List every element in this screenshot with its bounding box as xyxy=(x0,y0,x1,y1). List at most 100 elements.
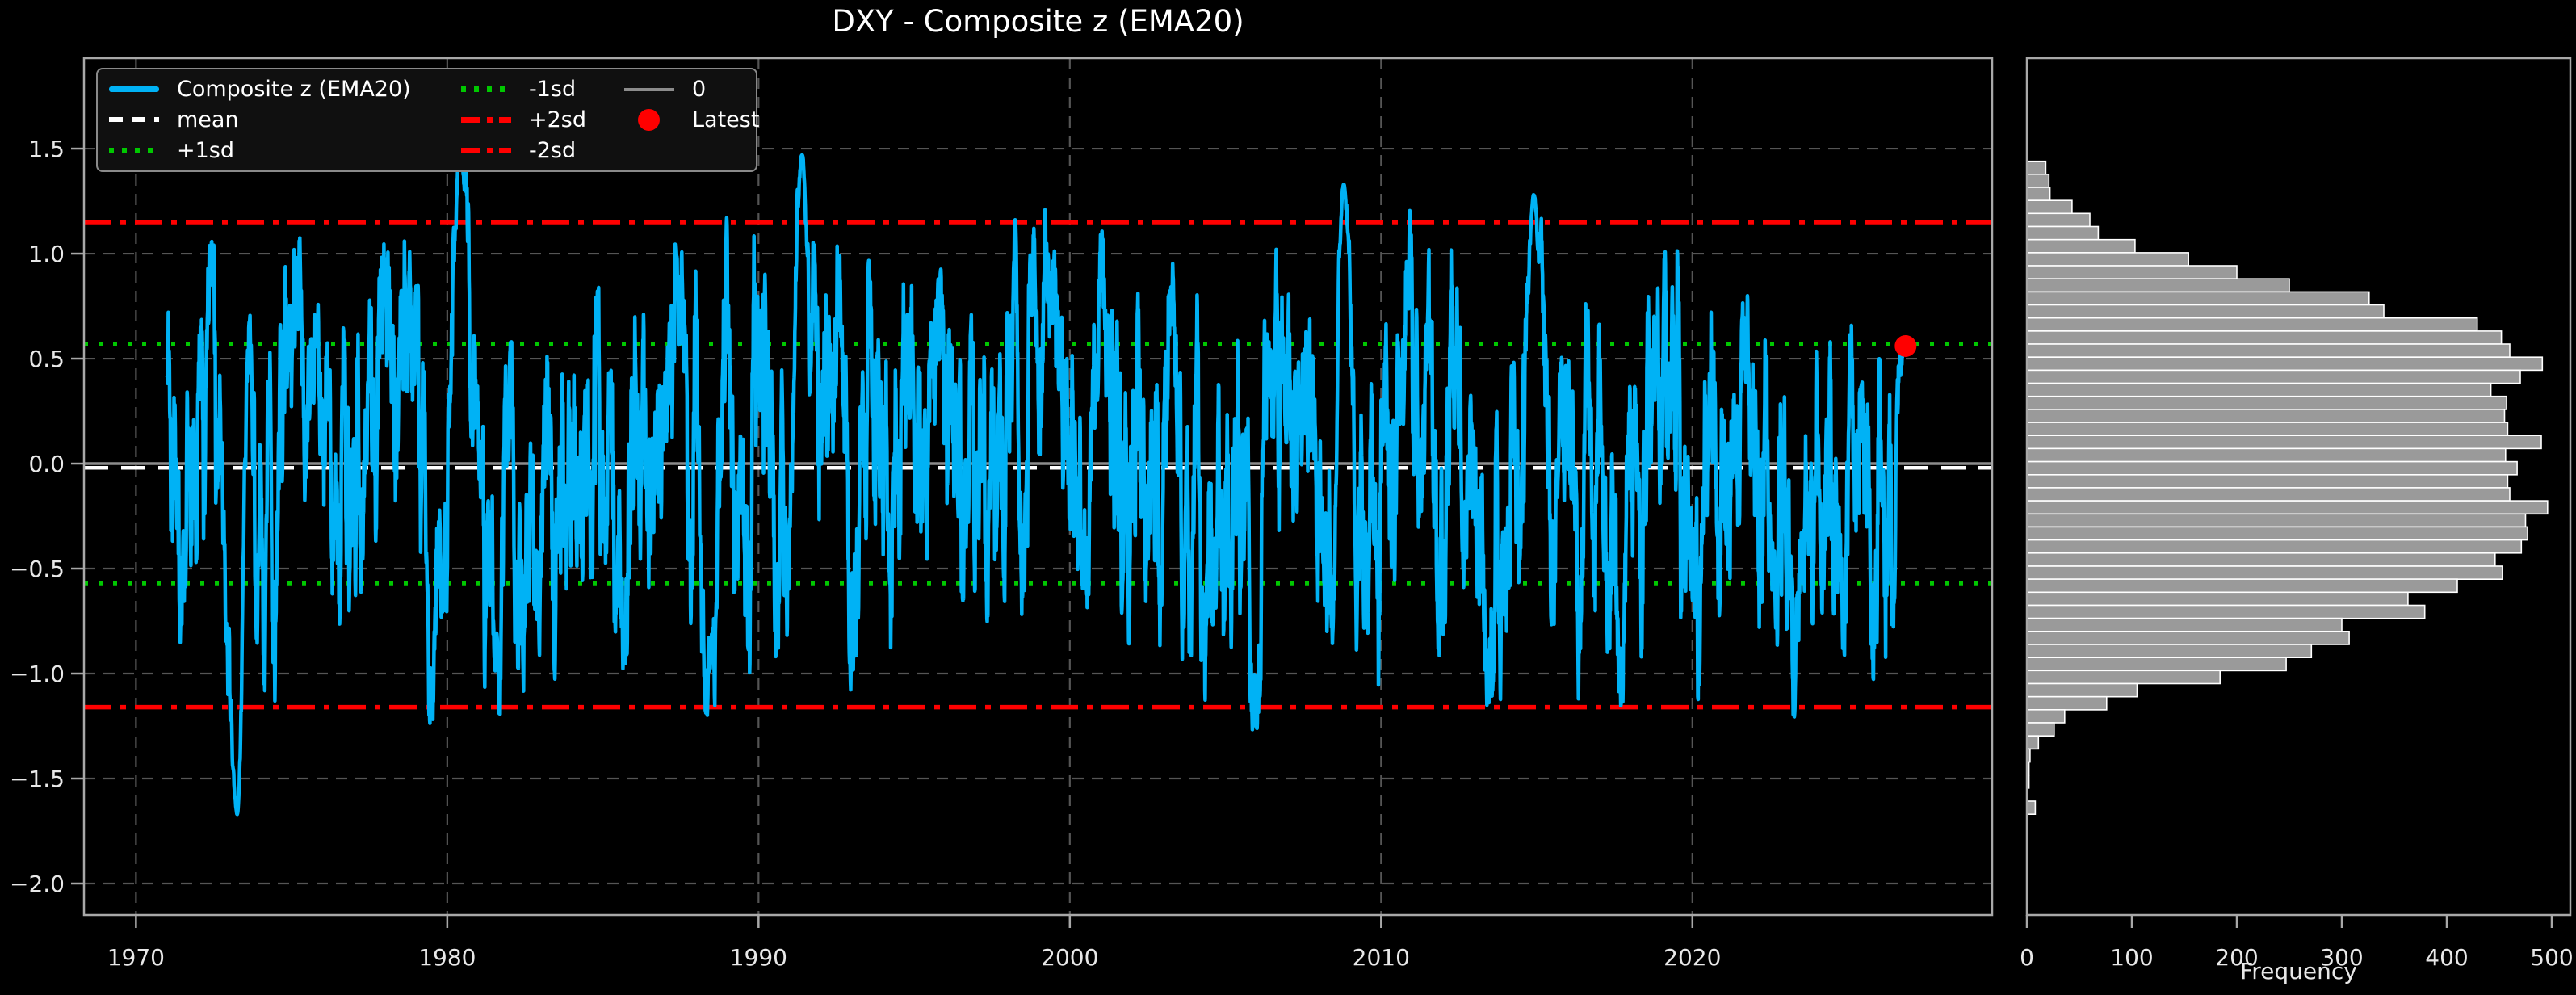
hist-x-tick-label: 500 xyxy=(2530,944,2573,971)
hist-bar xyxy=(2026,630,2350,645)
x-tick-label: 2020 xyxy=(1663,944,1721,971)
composite-z-line xyxy=(165,146,1907,817)
y-tick-label: −1.0 xyxy=(10,661,65,687)
hist-x-tick-label: 400 xyxy=(2425,944,2468,971)
hist-bar xyxy=(2026,422,2509,437)
y-tick-label: 1.5 xyxy=(28,136,65,162)
legend-item-minus-2sd: -2sd xyxy=(461,136,624,165)
legend-label: Composite z (EMA20) xyxy=(177,77,411,103)
x-tick-label: 2000 xyxy=(1041,944,1098,971)
legend-label: +2sd xyxy=(529,107,587,132)
plus-1sd-swatch-icon xyxy=(109,147,159,153)
hist-bar xyxy=(2026,565,2503,581)
latest-marker xyxy=(1894,334,1917,357)
legend-label: +1sd xyxy=(177,137,235,163)
x-tick-label: 1990 xyxy=(730,944,787,971)
legend-item-composite-z: Composite z (EMA20) xyxy=(109,75,461,104)
hist-bar xyxy=(2026,356,2544,372)
x-tick-label: 1980 xyxy=(418,944,476,971)
legend: Composite z (EMA20) mean +1sd -1sd +2sd … xyxy=(96,68,759,172)
main-plot-border xyxy=(82,57,1994,917)
hist-bar xyxy=(2026,304,2385,319)
hist-bar xyxy=(2026,252,2189,267)
hist-bar xyxy=(2026,657,2287,672)
hist-bar xyxy=(2026,395,2507,410)
hist-bar xyxy=(2026,539,2523,554)
hist-bar xyxy=(2026,317,2478,332)
chart-title: DXY - Composite z (EMA20) xyxy=(832,4,1244,39)
hist-bar xyxy=(2026,708,2066,724)
x-tick-label: 2010 xyxy=(1353,944,1410,971)
zero-line-swatch-icon xyxy=(624,87,674,91)
hist-bar xyxy=(2026,435,2542,450)
hist-bar xyxy=(2026,500,2549,515)
hist-bar xyxy=(2026,578,2458,594)
hist-bar xyxy=(2026,187,2051,202)
hist-bar xyxy=(2026,644,2313,659)
frequency-axis-label: Frequency xyxy=(2240,958,2357,985)
hist-bar xyxy=(2026,265,2238,280)
legend-label: mean xyxy=(177,107,239,132)
hist-border xyxy=(2025,57,2572,917)
hist-bar xyxy=(2026,473,2509,489)
plus-2sd-swatch-icon xyxy=(461,116,511,123)
mean-line-swatch-icon xyxy=(109,117,159,123)
hist-bar xyxy=(2026,291,2370,306)
legend-label: Latest xyxy=(692,107,760,132)
legend-label: -2sd xyxy=(529,137,577,163)
hist-bar xyxy=(2026,447,2507,463)
hist-bar xyxy=(2026,591,2409,607)
y-tick-label: −1.5 xyxy=(10,766,65,792)
hist-bar xyxy=(2026,343,2511,359)
hist-bar xyxy=(2026,212,2091,228)
legend-label: -1sd xyxy=(529,77,577,103)
histogram-plot: 0 100 200 300 400 500 xyxy=(2020,57,2574,971)
legend-item-plus-1sd: +1sd xyxy=(109,136,461,165)
legend-item-latest: Latest xyxy=(624,105,759,134)
hist-bar xyxy=(2026,670,2221,685)
hist-bar xyxy=(2026,604,2426,619)
hist-bar xyxy=(2026,225,2100,241)
hist-x-tick-label: 200 xyxy=(2215,944,2258,971)
hist-bar xyxy=(2026,800,2037,816)
y-tick-label: 0.5 xyxy=(28,346,65,372)
hist-bar xyxy=(2026,460,2518,476)
y-tick-label: −2.0 xyxy=(10,871,65,897)
hist-bar xyxy=(2026,238,2136,254)
y-tick-label: 0.0 xyxy=(28,451,65,477)
minus-1sd-swatch-icon xyxy=(461,86,511,93)
y-tick-label: 1.0 xyxy=(28,241,65,267)
hist-bar xyxy=(2026,409,2506,423)
series-line-swatch-icon xyxy=(109,86,159,93)
main-plot: 1.5 1.0 0.5 0.0 −0.5 −1.0 −1.5 −2.0 1970 1980 1990… xyxy=(10,57,1994,971)
legend-item-plus-2sd: +2sd xyxy=(461,105,624,134)
legend-item-minus-1sd: -1sd xyxy=(461,75,624,104)
hist-bar xyxy=(2026,526,2528,541)
hist-bar xyxy=(2026,160,2047,175)
hist-bar xyxy=(2026,369,2521,384)
hist-bar xyxy=(2026,617,2343,632)
x-tick-label: 1970 xyxy=(107,944,165,971)
hist-bar xyxy=(2026,513,2527,528)
hist-bar xyxy=(2026,735,2040,750)
latest-dot-swatch-icon xyxy=(638,108,660,131)
hist-bar xyxy=(2026,695,2108,711)
y-tick-label: −0.5 xyxy=(10,556,65,582)
hist-bar xyxy=(2026,682,2138,698)
hist-bar xyxy=(2026,199,2073,215)
hist-bar xyxy=(2026,722,2055,737)
hist-bar xyxy=(2026,174,2050,188)
hist-bar xyxy=(2026,278,2290,293)
hist-bar xyxy=(2026,382,2492,397)
hist-bar xyxy=(2026,487,2511,502)
hist-bar xyxy=(2026,552,2496,567)
legend-item-zero: 0 xyxy=(624,75,759,104)
hist-bar xyxy=(2026,330,2503,345)
legend-item-mean: mean xyxy=(109,105,461,134)
hist-x-tick-label: 100 xyxy=(2110,944,2153,971)
legend-label: 0 xyxy=(692,77,707,103)
minus-2sd-swatch-icon xyxy=(461,147,511,153)
hist-x-tick-label: 300 xyxy=(2320,944,2363,971)
